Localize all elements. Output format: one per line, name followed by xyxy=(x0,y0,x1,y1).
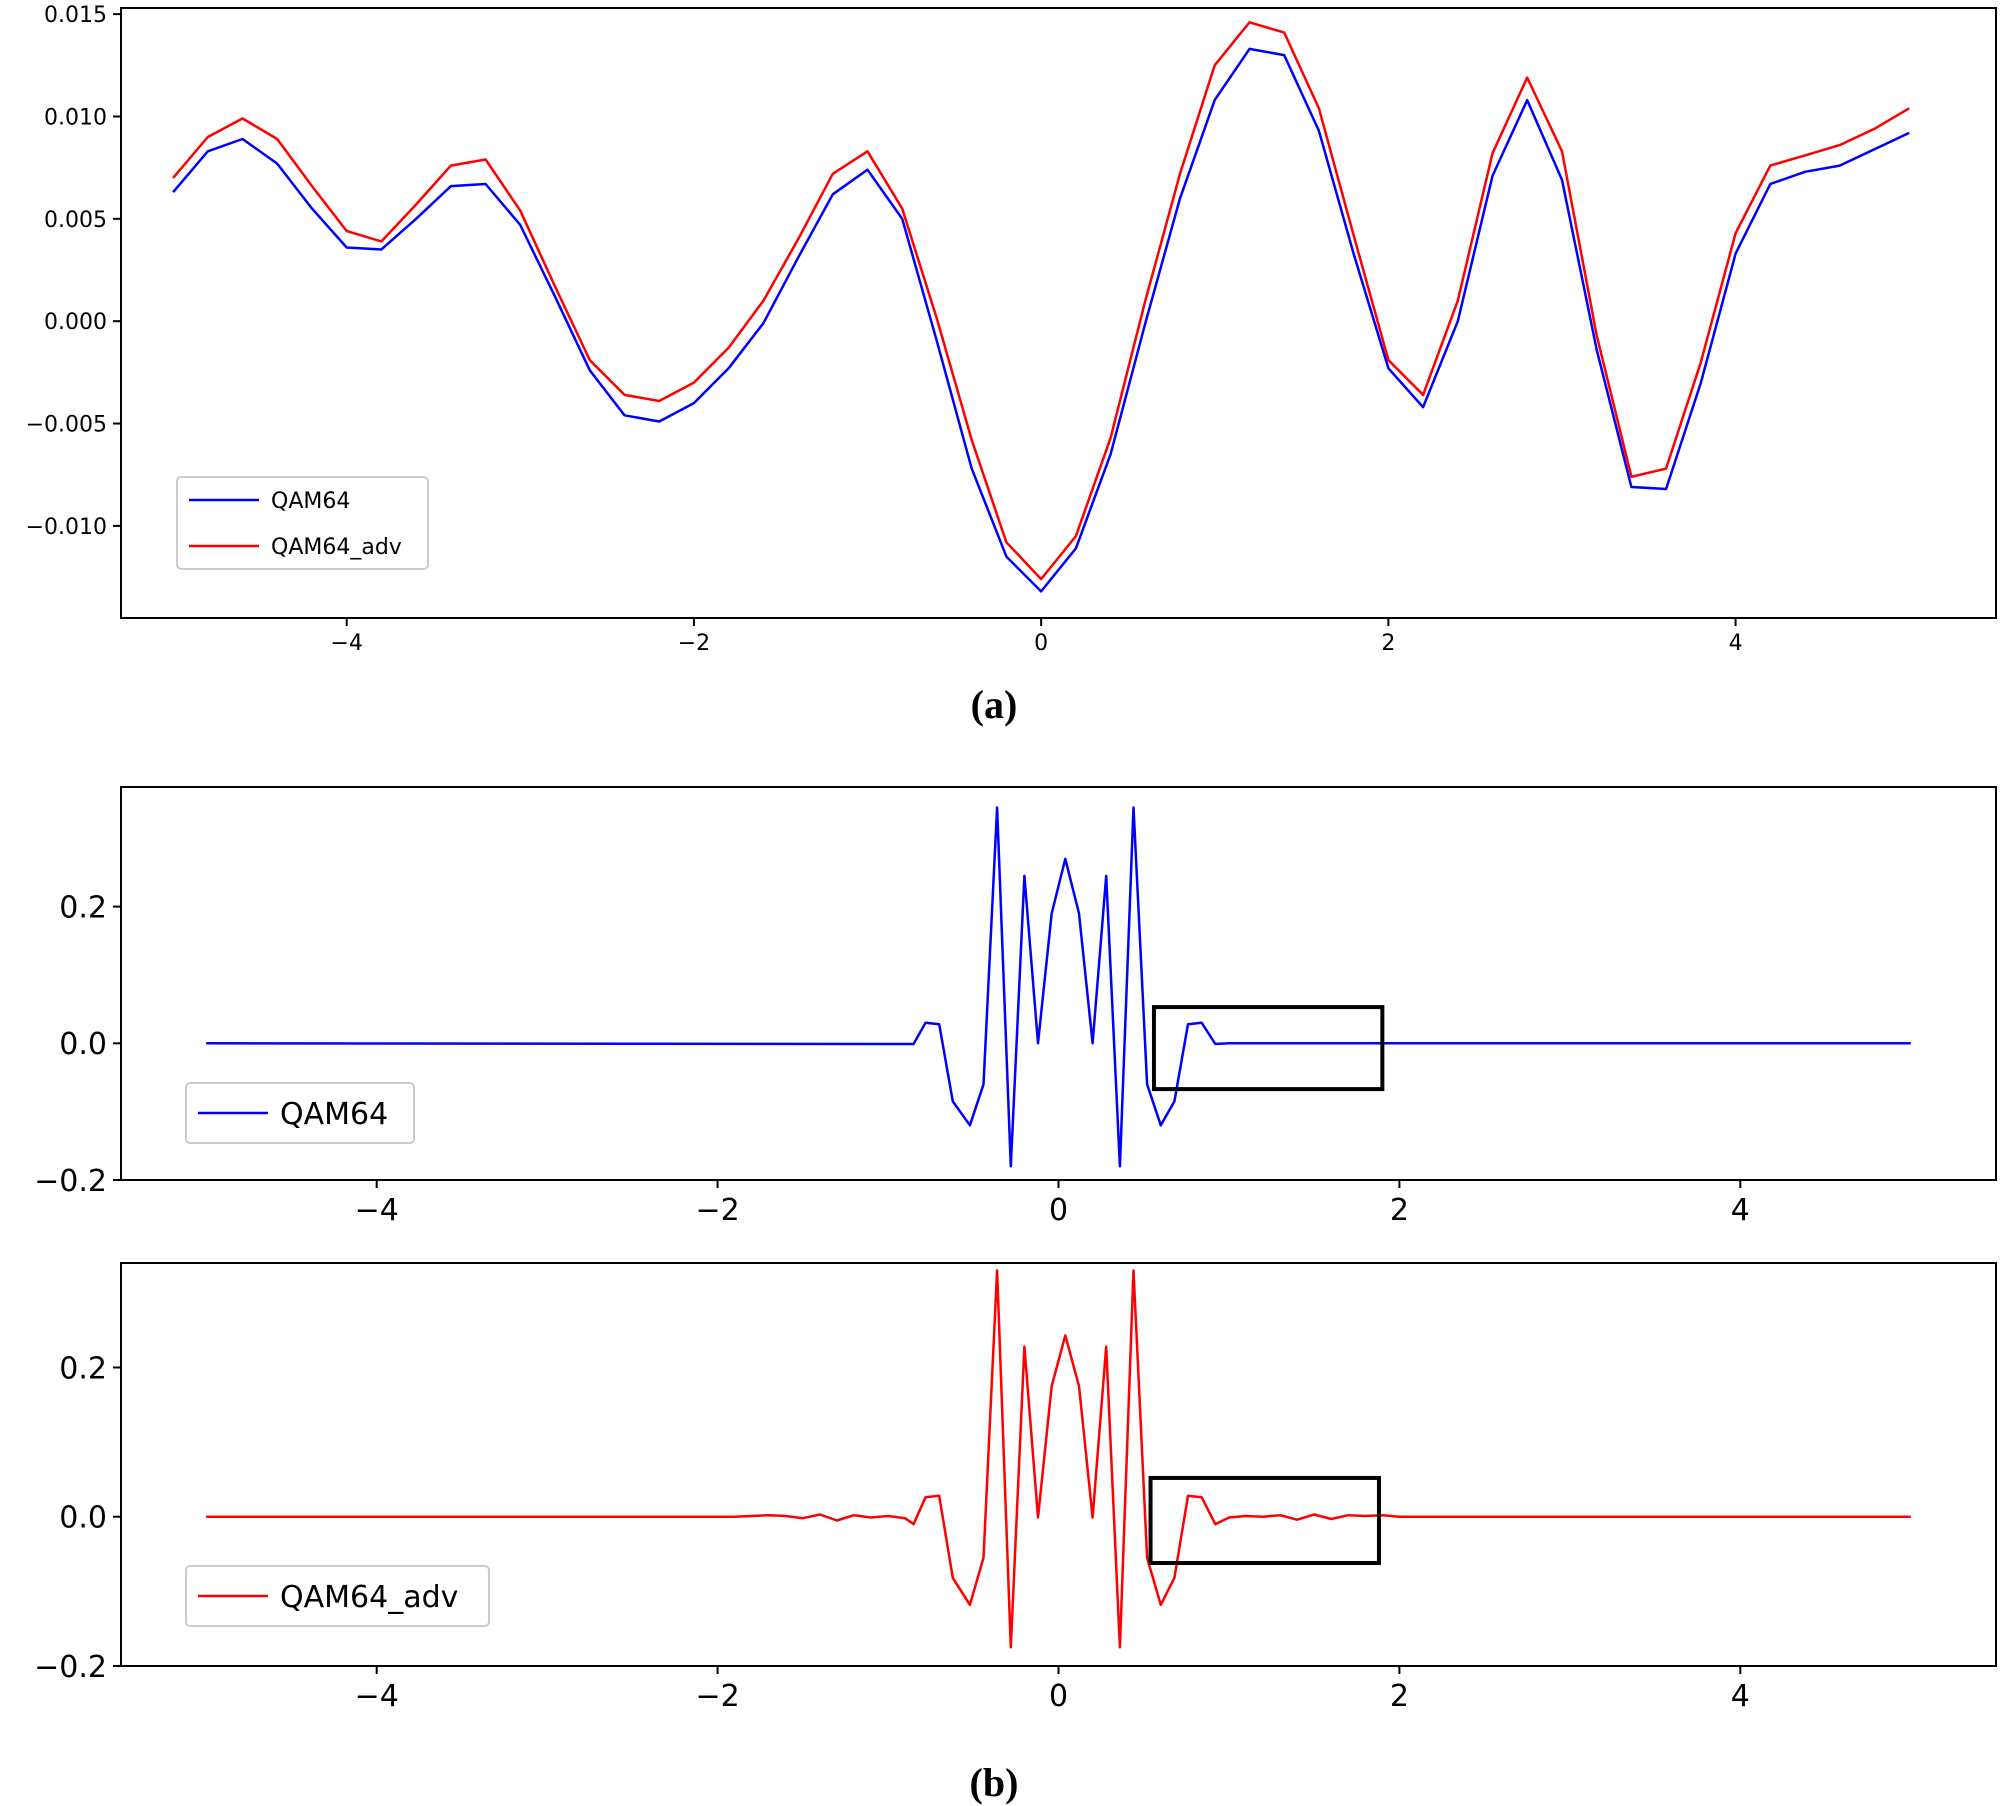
x-tick-label: −4 xyxy=(355,1679,399,1714)
axes-frame xyxy=(120,7,1997,619)
series-line-QAM64 xyxy=(206,806,1911,1168)
y-tick-label: 0.0 xyxy=(59,1501,107,1536)
x-tick-label: 4 xyxy=(1731,1193,1750,1228)
x-tick-label: −2 xyxy=(695,1193,739,1228)
legend: QAM64 QAM64_adv xyxy=(176,476,429,570)
chart-a: −4 −2 0 2 4 0.015 0.010 0.005 0.000 −0.005 −0.010 Q… xyxy=(26,3,1997,656)
y-tick-label: 0.005 xyxy=(44,208,107,233)
legend-box xyxy=(185,1565,490,1627)
legend: QAM64_adv xyxy=(185,1565,490,1627)
chart-b-top: −4 −2 0 2 4 0.2 0.0 −0.2 QAM64 xyxy=(34,786,1997,1228)
legend-label: QAM64 xyxy=(280,1097,388,1132)
x-tick-label: 0 xyxy=(1049,1193,1068,1228)
x-tick-label: −4 xyxy=(330,631,362,656)
x-tick-label: 0 xyxy=(1034,631,1048,656)
x-tick-label: 4 xyxy=(1731,1679,1750,1714)
y-tick-label: 0.010 xyxy=(44,105,107,130)
y-tick-label: −0.2 xyxy=(34,1164,107,1199)
x-tick-label: 0 xyxy=(1049,1679,1068,1714)
x-tick-label: 4 xyxy=(1729,631,1743,656)
highlight-box xyxy=(1151,1005,1385,1092)
legend-label: QAM64_adv xyxy=(271,535,402,560)
caption-b: (b) xyxy=(970,1760,1019,1805)
series-line-QAM64_adv xyxy=(172,21,1910,581)
y-tick-label: 0.0 xyxy=(59,1027,107,1062)
x-tick-label: −4 xyxy=(355,1193,399,1228)
x-tick-label: 2 xyxy=(1381,631,1395,656)
x-tick-label: 2 xyxy=(1390,1193,1409,1228)
y-tick-label: −0.2 xyxy=(34,1650,107,1685)
highlight-box xyxy=(1148,1475,1381,1566)
caption-a: (a) xyxy=(971,682,1018,727)
y-tick-label: −0.005 xyxy=(26,412,107,437)
y-tick-label: 0.2 xyxy=(59,890,107,925)
legend-box xyxy=(185,1082,415,1144)
x-tick-label: 2 xyxy=(1390,1679,1409,1714)
legend: QAM64 xyxy=(185,1082,415,1144)
series-line-QAM64 xyxy=(172,47,1910,593)
y-tick-label: 0.2 xyxy=(59,1351,107,1386)
series-line-QAM64_adv xyxy=(206,1269,1911,1649)
legend-label: QAM64 xyxy=(271,489,350,514)
x-tick-label: −2 xyxy=(678,631,710,656)
y-tick-label: 0.000 xyxy=(44,310,107,335)
x-tick-label: −2 xyxy=(695,1679,739,1714)
y-tick-label: −0.010 xyxy=(26,515,107,540)
legend-label: QAM64_adv xyxy=(280,1580,458,1615)
chart-b-bottom: −4 −2 0 2 4 0.2 0.0 −0.2 QAM64_adv xyxy=(34,1262,1997,1714)
y-tick-label: 0.015 xyxy=(44,3,107,28)
